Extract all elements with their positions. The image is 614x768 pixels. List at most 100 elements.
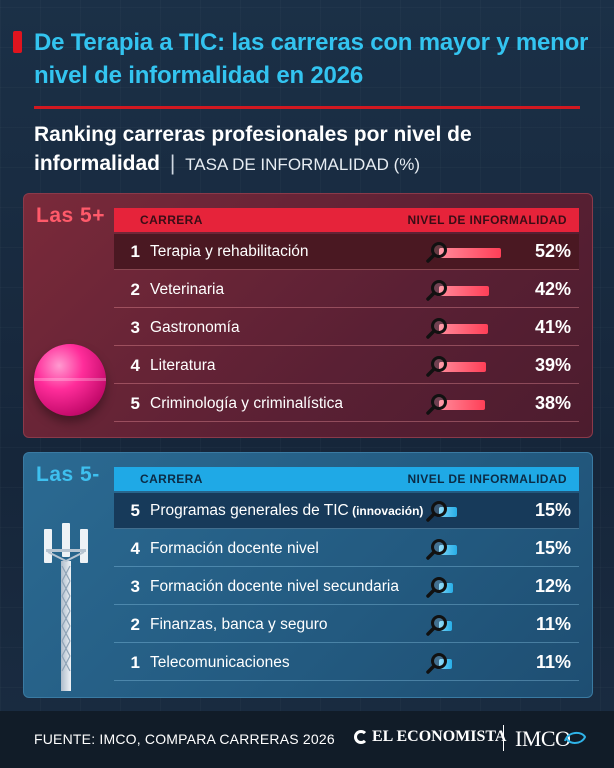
magnifier-icon: [426, 500, 447, 522]
table-row: 5 Criminología y criminalística 38%: [114, 386, 579, 422]
magnifier-icon: [426, 538, 447, 560]
rank-number: 3: [130, 576, 140, 596]
career-note: (innovación): [348, 503, 424, 518]
top-five-panel: Las 5+ CARRERA NIVEL DE INFORMALIDAD 1 Te…: [23, 193, 593, 438]
subtitle-text: Ranking carreras profesionales por nivel…: [34, 123, 472, 175]
career-label: Terapia y rehabilitación: [150, 242, 309, 260]
bar-mark: [439, 247, 501, 258]
value-label: 41%: [534, 317, 571, 337]
table-row: 4 Literatura 39%: [114, 348, 579, 384]
bar-mark: [439, 323, 488, 334]
value-label: 38%: [534, 393, 571, 413]
bar-cell: [425, 240, 515, 264]
magnifier-icon: [426, 614, 447, 636]
magnifier-icon: [426, 355, 447, 377]
bar-cell: [425, 354, 515, 378]
logo-divider: [503, 725, 504, 751]
bar-mark: [439, 285, 489, 296]
career-name: Gastronomía: [150, 319, 425, 337]
rank-number: 3: [130, 317, 140, 337]
career-name: Programas generales de TIC (innovación): [150, 502, 425, 520]
value-label: 39%: [534, 355, 571, 375]
career-label: Literatura: [150, 356, 216, 374]
magnifier-icon: [426, 652, 447, 674]
antenna-tower-icon: [44, 523, 88, 691]
chart-subtitle: Ranking carreras profesionales por nivel…: [34, 120, 594, 179]
career-label: Formación docente nivel: [150, 539, 319, 557]
bar-cell: [425, 651, 515, 675]
career-label: Criminología y criminalística: [150, 394, 343, 412]
brand-circle-icon: [354, 730, 368, 744]
table-row: 2 Finanzas, banca y seguro 11%: [114, 607, 579, 643]
table-row: 4 Formación docente nivel 15%: [114, 531, 579, 567]
source-note: FUENTE: IMCO, COMPARA CARRERAS 2026: [34, 731, 335, 747]
magnifier-icon: [426, 241, 447, 263]
bar-cell: [425, 575, 515, 599]
magnifier-icon: [426, 576, 447, 598]
bar-mark: [439, 399, 485, 410]
career-label: Telecomunicaciones: [150, 653, 290, 671]
title-divider: [34, 106, 580, 109]
bar-mark: [439, 361, 486, 372]
rank-number: 2: [130, 279, 140, 299]
career-name: Formación docente nivel secundaria: [150, 578, 425, 596]
rank-number: 1: [130, 241, 140, 261]
career-name: Formación docente nivel: [150, 540, 425, 558]
career-name: Finanzas, banca y seguro: [150, 616, 425, 634]
rank-number: 2: [130, 614, 140, 634]
career-label: Veterinaria: [150, 280, 225, 298]
imco-logo: IMCO: [515, 726, 571, 751]
table-row: 2 Veterinaria 42%: [114, 272, 579, 308]
bar-cell: [425, 316, 515, 340]
bar-cell: [425, 613, 515, 637]
bar-cell: [425, 392, 515, 416]
title-accent-mark: [13, 31, 22, 53]
value-label: 42%: [534, 279, 571, 299]
el-economista-logo: EL ECONOMISTA: [354, 728, 506, 746]
subtitle-unit: TASA DE INFORMALIDAD (%): [185, 155, 421, 174]
column-level-label: NIVEL DE INFORMALIDAD: [407, 472, 567, 486]
career-label: Gastronomía: [150, 318, 240, 336]
table-row: 3 Gastronomía 41%: [114, 310, 579, 346]
exercise-ball-icon: [34, 344, 106, 416]
magnifier-icon: [426, 393, 447, 415]
top-panel-label: Las 5+: [36, 204, 105, 227]
rank-number: 5: [130, 393, 140, 413]
career-name: Criminología y criminalística: [150, 395, 425, 413]
value-label: 11%: [535, 652, 571, 672]
top-column-header: CARRERA NIVEL DE INFORMALIDAD: [114, 208, 579, 232]
career-label: Programas generales de TIC: [150, 501, 349, 519]
column-career-label: CARRERA: [140, 472, 203, 486]
page-title: De Terapia a TIC: las carreras con mayor…: [34, 29, 589, 89]
bottom-five-panel: Las 5- CARRERA NIVEL DE INFORMALIDAD 5 Pr…: [23, 452, 593, 698]
value-label: 52%: [534, 241, 571, 261]
value-label: 11%: [535, 614, 571, 634]
value-label: 15%: [534, 538, 571, 558]
career-name: Literatura: [150, 357, 425, 375]
rank-number: 4: [130, 538, 140, 558]
brand-name: EL ECONOMISTA: [372, 728, 507, 745]
table-row: 1 Telecomunicaciones 11%: [114, 645, 579, 681]
rank-number: 5: [130, 500, 140, 520]
table-row: 5 Programas generales de TIC (innovación)…: [114, 493, 579, 529]
column-career-label: CARRERA: [140, 213, 203, 227]
magnifier-icon: [426, 317, 447, 339]
value-label: 15%: [534, 500, 571, 520]
subtitle-separator: |: [169, 152, 176, 175]
career-name: Veterinaria: [150, 281, 425, 299]
bar-cell: [425, 537, 515, 561]
magnifier-icon: [426, 279, 447, 301]
value-label: 12%: [534, 576, 571, 596]
table-row: 1 Terapia y rehabilitación 52%: [114, 234, 579, 270]
rank-number: 1: [130, 652, 140, 672]
career-name: Terapia y rehabilitación: [150, 243, 425, 261]
table-row: 3 Formación docente nivel secundaria 12%: [114, 569, 579, 605]
footer: FUENTE: IMCO, COMPARA CARRERAS 2026 EL E…: [0, 711, 614, 768]
career-label: Finanzas, banca y seguro: [150, 615, 328, 633]
career-name: Telecomunicaciones: [150, 654, 425, 672]
bar-cell: [425, 278, 515, 302]
bar-mark: [439, 506, 457, 517]
bottom-column-header: CARRERA NIVEL DE INFORMALIDAD: [114, 467, 579, 491]
bottom-panel-label: Las 5-: [36, 463, 100, 486]
column-level-label: NIVEL DE INFORMALIDAD: [407, 213, 567, 227]
